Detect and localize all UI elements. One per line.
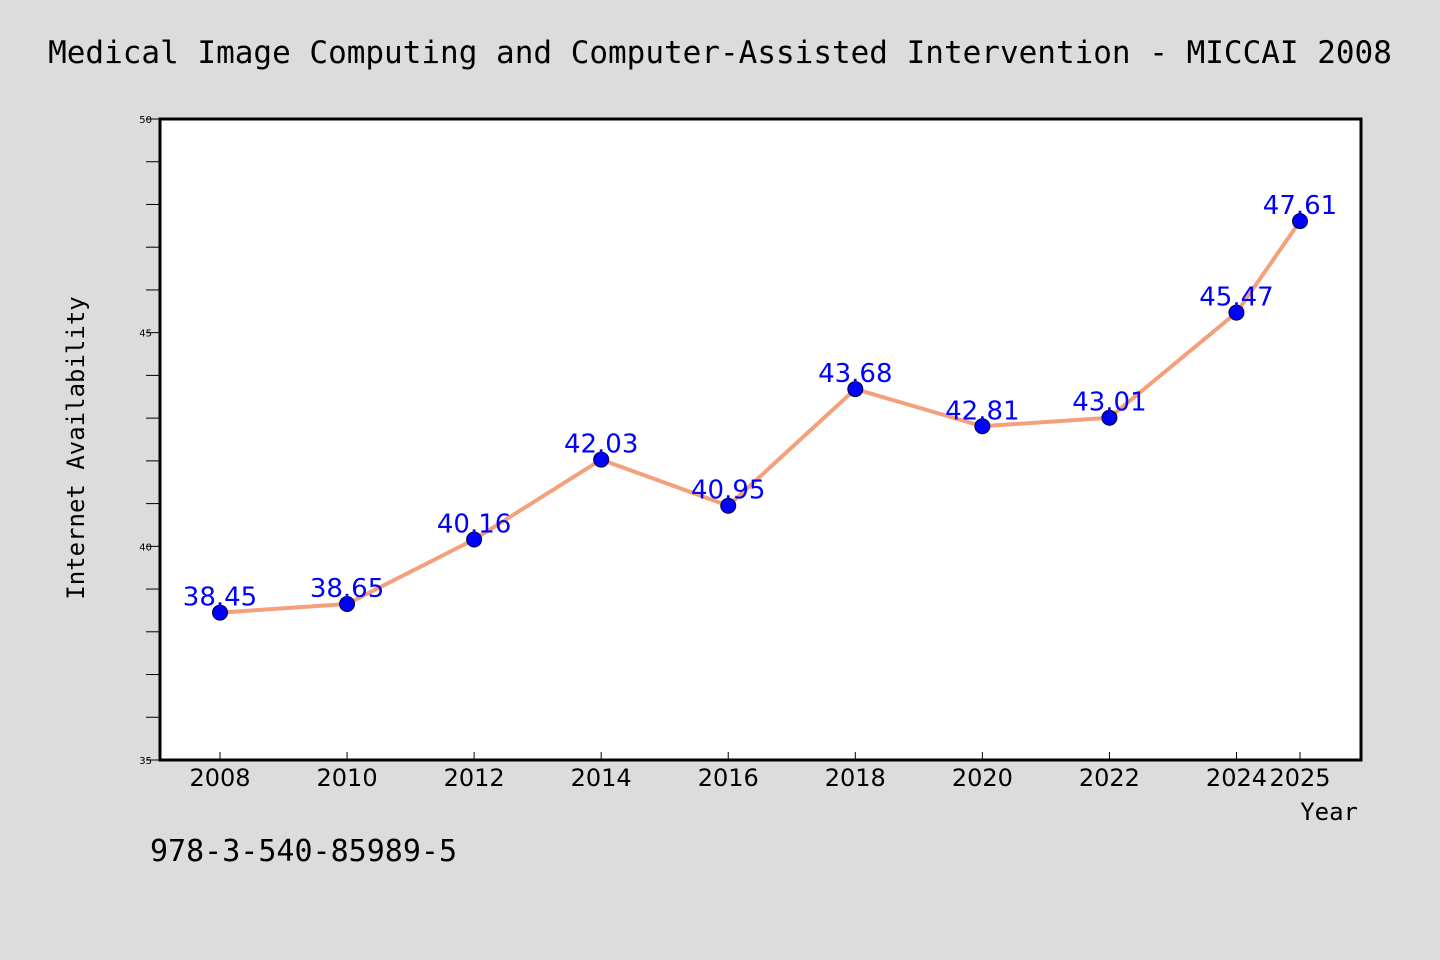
data-points xyxy=(212,213,1308,621)
x-tick-label: 2025 xyxy=(1269,764,1330,792)
data-label: 38.45 xyxy=(183,583,257,613)
y-axis-label: Internet Availability xyxy=(62,296,90,599)
isbn-footnote: 978-3-540-85989-5 xyxy=(150,834,458,869)
y-tick-label: 50 xyxy=(139,115,152,126)
x-tick-label: 2022 xyxy=(1079,764,1140,792)
y-tick-label: 45 xyxy=(139,329,152,340)
data-label: 43.68 xyxy=(818,359,892,389)
data-point xyxy=(1292,213,1308,230)
chart-title: Medical Image Computing and Computer-Ass… xyxy=(48,35,1392,71)
data-point xyxy=(1101,409,1118,426)
y-tick-label: 40 xyxy=(139,542,152,553)
data-label: 40.95 xyxy=(691,476,765,506)
y-tick-label: 35 xyxy=(139,756,152,767)
x-tick-label: 2018 xyxy=(825,764,886,792)
data-point xyxy=(720,497,737,514)
data-label: 42.03 xyxy=(564,430,638,460)
data-labels: 38.45 38.65 40.16 42.03 40.95 43.68 42.81 43.01… xyxy=(183,191,1337,612)
x-tick-label: 2016 xyxy=(698,764,759,792)
x-tick-label: 2008 xyxy=(189,764,250,792)
x-axis-ticks: 2008 2010 2012 2014 2016 2018 2020 2022 2024 2025 xyxy=(189,752,1331,792)
x-tick-label: 2024 xyxy=(1206,764,1267,792)
data-point xyxy=(466,531,483,548)
data-point xyxy=(974,418,991,435)
data-point xyxy=(847,381,864,398)
x-tick-label: 2012 xyxy=(444,764,505,792)
data-point xyxy=(212,604,228,621)
data-point xyxy=(593,451,610,468)
data-label: 40.16 xyxy=(437,509,511,539)
plot-area xyxy=(158,117,1363,762)
x-axis-label: Year xyxy=(1300,798,1358,826)
data-label: 43.01 xyxy=(1072,388,1146,418)
data-label: 45.47 xyxy=(1199,283,1273,313)
data-point xyxy=(339,596,356,613)
x-tick-label: 2020 xyxy=(952,764,1013,792)
y-axis-ticks: 35 40 45 50 xyxy=(139,115,160,767)
data-label: 42.81 xyxy=(945,396,1019,426)
x-tick-label: 2010 xyxy=(317,764,378,792)
series-line xyxy=(219,219,1302,615)
data-label: 38.65 xyxy=(310,574,384,604)
data-point xyxy=(1228,304,1245,321)
data-label: 47.61 xyxy=(1263,191,1337,221)
x-tick-label: 2014 xyxy=(571,764,632,792)
